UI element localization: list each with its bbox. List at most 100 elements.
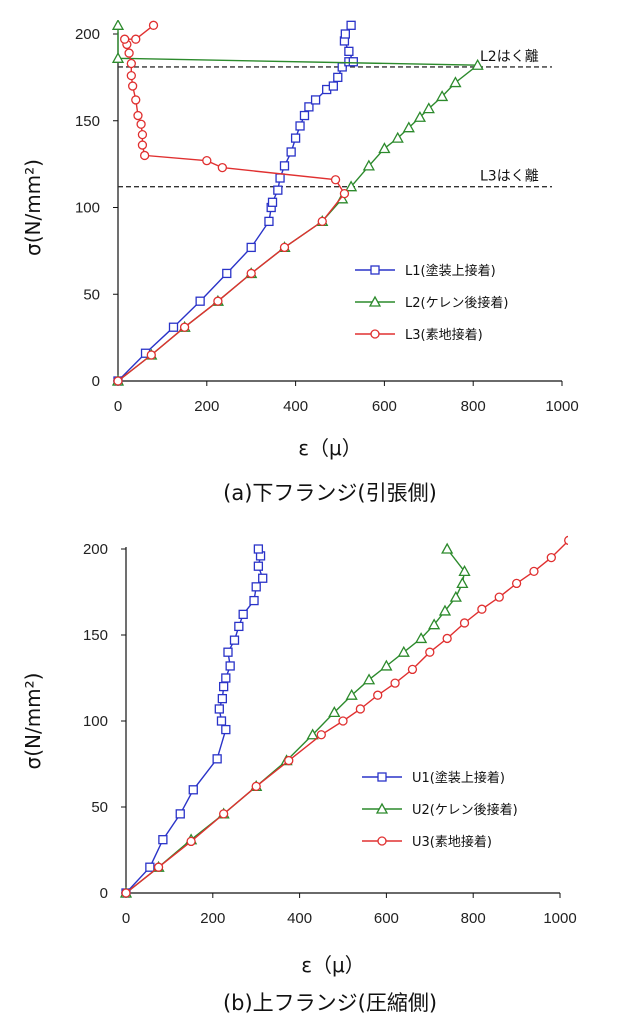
series-1-point (253, 561, 264, 571)
series-3-point (131, 95, 141, 105)
series-3-point (246, 268, 256, 279)
legend-marker (375, 802, 389, 814)
series-1-point (214, 704, 224, 714)
series-1-point (212, 754, 222, 764)
y-tick-label: 150 (75, 113, 100, 130)
series-2-point (456, 577, 469, 589)
series-3-point (251, 781, 261, 792)
y-tick-label: 200 (75, 26, 100, 43)
series-2-point (438, 604, 452, 616)
series-3-point (564, 535, 568, 545)
series-2-point (328, 706, 341, 718)
legend-marker (368, 295, 382, 307)
series-1-point (225, 661, 235, 671)
series-1-point (251, 582, 261, 592)
series-1-point (344, 46, 354, 56)
series-2-point (422, 102, 435, 114)
x-axis-label: ε（μ） (298, 436, 362, 460)
series-1-point (195, 296, 205, 306)
x-tick-label: 600 (372, 398, 397, 415)
delamination-annotation: L3はく離 (480, 168, 539, 185)
series-2-point (449, 590, 462, 602)
series-2-point (415, 632, 428, 644)
x-tick-label: 600 (374, 910, 399, 927)
series-3-point (546, 552, 556, 563)
series-3-point (202, 156, 212, 166)
legend-label: L3(素地接着) (405, 327, 483, 343)
series-2-point (471, 58, 484, 70)
series-3-point (338, 716, 348, 726)
series-2-point (436, 90, 449, 102)
series-3-point (317, 216, 327, 227)
series-2-point (344, 180, 358, 192)
series-2-point (449, 76, 462, 88)
series-1 (113, 20, 358, 386)
series-1-point (346, 20, 356, 30)
series-3-point (529, 566, 539, 577)
series-3-point (120, 34, 130, 44)
chart-b-upper-flange: 0 200 400 600 800 1000 0 50 100 150 200 ε（μ） σ(N/mm²… (21, 535, 577, 1015)
series-3-point (279, 242, 290, 253)
series-3-point (355, 704, 366, 714)
series-1-point (340, 29, 350, 39)
series-2-point (378, 142, 391, 154)
x-tick-label: 0 (114, 398, 122, 415)
legend-marker (370, 265, 380, 275)
legend-marker (377, 836, 387, 846)
series-3-point (124, 48, 134, 58)
series-1-point (328, 81, 338, 91)
series-3-point (407, 664, 418, 675)
series-3-point (330, 175, 341, 185)
series-3-point (139, 150, 150, 161)
x-tick-label: 0 (122, 910, 130, 927)
series-2-point (362, 673, 376, 685)
series-3-point (218, 809, 229, 819)
plot-area (111, 20, 484, 386)
y-tick-label: 50 (83, 286, 100, 303)
series-3-point (148, 20, 159, 30)
series-3-point (186, 836, 196, 847)
series-1-point (168, 322, 179, 332)
series-1 (121, 544, 268, 898)
series-1-point (258, 573, 268, 583)
series-3-point (511, 578, 522, 589)
series-2-point (441, 542, 454, 554)
series-2-point (413, 110, 427, 122)
legend-label: U3(素地接着) (412, 834, 492, 850)
series-2-point (380, 659, 393, 671)
series-3-point (284, 755, 294, 766)
series-2-point (111, 20, 125, 30)
series-1-point (348, 57, 358, 67)
series-1-point (246, 242, 256, 253)
figure-caption: (b)上フランジ(圧縮側) (223, 991, 437, 1015)
delamination-annotation: L2はく離 (480, 48, 539, 65)
series-2-point (306, 728, 319, 740)
series-1-point (295, 121, 305, 131)
legend: L1(塗装上接着) L2(ケレン後接着) L3(素地接着) (355, 263, 508, 343)
series-3-point (316, 730, 326, 740)
x-tick-label: 1000 (545, 398, 578, 415)
series-3-point (494, 592, 504, 602)
series-3-point (137, 140, 148, 150)
series-2-point (428, 618, 441, 630)
series-3-point (459, 618, 470, 628)
series-3-point (133, 110, 143, 121)
series-2-point (391, 131, 404, 143)
series-3-point (126, 70, 136, 81)
x-tick-label: 400 (283, 398, 308, 415)
series-1-point (218, 681, 229, 692)
series-3-point (146, 350, 156, 360)
series-1-point (286, 147, 296, 157)
series-1-point (188, 785, 198, 795)
series-1-point (273, 185, 283, 195)
series-1-point (223, 647, 233, 657)
series-3-point (425, 647, 435, 657)
series-1-point (158, 835, 168, 845)
series-2-point (111, 51, 125, 63)
x-tick-label: 800 (461, 910, 486, 927)
series-2-point (402, 121, 415, 133)
x-tick-label: 200 (200, 910, 225, 927)
series-3-point (442, 633, 452, 644)
series-1-point (221, 673, 231, 683)
